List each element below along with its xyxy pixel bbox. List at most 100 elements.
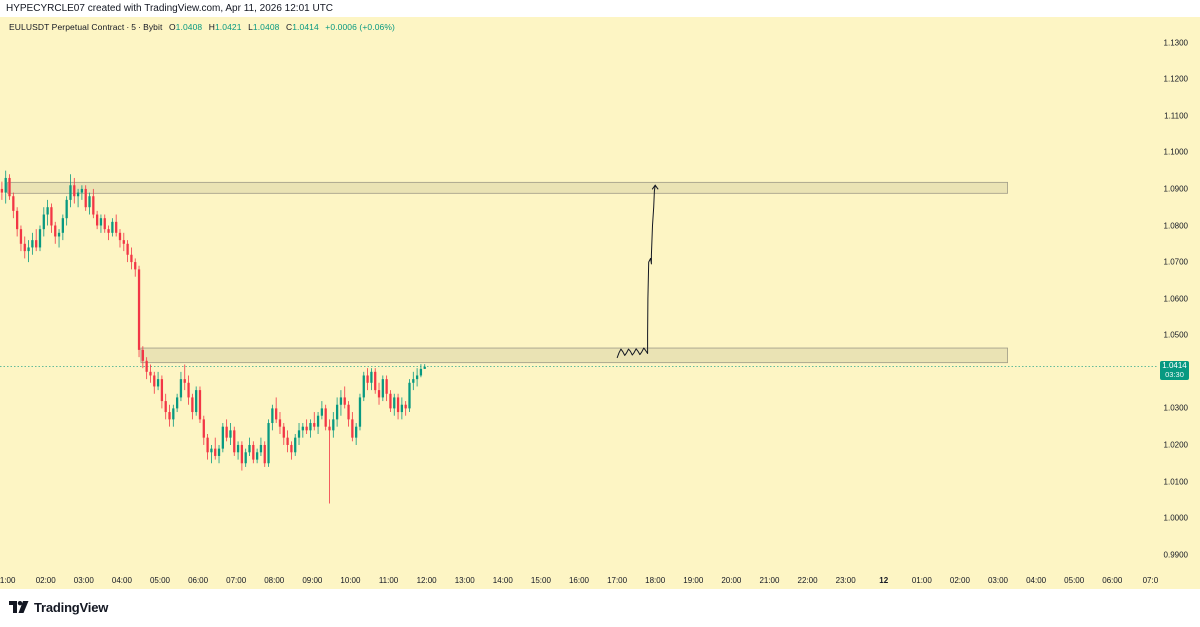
- candle-body: [12, 196, 15, 211]
- chart-attribution: HYPECYRCLE07 created with TradingView.co…: [6, 3, 334, 14]
- candle-body: [175, 397, 179, 409]
- legend-close-value: 1.0414: [292, 22, 319, 32]
- candle-body: [217, 448, 221, 456]
- candle-body: [99, 218, 103, 226]
- candle-body: [73, 185, 76, 197]
- price-tick: 1.1200: [1163, 74, 1188, 84]
- upper-zone[interactable]: [7, 181, 1008, 194]
- time-tick: 03:00: [73, 576, 94, 585]
- legend-exchange: Bybit: [143, 22, 163, 32]
- candle-body: [50, 207, 53, 226]
- candle-body: [339, 397, 343, 405]
- candle-body: [126, 243, 129, 255]
- candle-body: [107, 229, 110, 233]
- candle-body: [164, 401, 167, 413]
- candle-body: [42, 214, 45, 230]
- candle-body: [80, 188, 84, 193]
- time-tick: 05:00: [149, 576, 170, 585]
- candle-body: [31, 240, 34, 248]
- candle-body: [381, 379, 384, 398]
- time-tick: 17:00: [607, 576, 628, 585]
- legend-high-label: H: [208, 22, 215, 32]
- candle-body: [130, 254, 133, 263]
- legend-high-value: 1.0421: [214, 22, 242, 32]
- candle-body: [412, 379, 415, 383]
- time-tick: 1:00: [0, 576, 16, 585]
- candle-body: [259, 444, 263, 453]
- candle-body: [248, 444, 251, 453]
- candle-body: [255, 452, 259, 460]
- candle-body: [115, 221, 118, 233]
- time-tick: 14:00: [492, 576, 513, 585]
- candle-body: [240, 444, 244, 464]
- candle-body: [286, 437, 289, 445]
- time-tick: 09:00: [302, 576, 323, 585]
- price-tick: 1.0200: [1163, 440, 1188, 450]
- time-tick: 12: [879, 576, 889, 585]
- candle-body: [183, 379, 186, 383]
- candle-body: [396, 397, 400, 413]
- candle-body: [210, 448, 213, 453]
- candle-body: [69, 185, 72, 200]
- candle-body: [313, 423, 316, 427]
- candle-body: [95, 214, 99, 226]
- lower-zone[interactable]: [140, 347, 1008, 364]
- time-axis[interactable]: 1:00 02:00 03:00 04:00 05:00 06:00 07:00 08:00 0…: [0, 573, 1158, 589]
- time-tick: 21:00: [759, 576, 780, 585]
- candle-body: [153, 375, 156, 387]
- time-tick: 12:00: [416, 576, 437, 585]
- candlestick-chart[interactable]: [0, 17, 1158, 573]
- candle-body: [160, 379, 164, 402]
- candle-body: [400, 404, 404, 413]
- candle-body: [214, 448, 217, 456]
- candle-body: [366, 375, 369, 383]
- candle-body: [57, 232, 61, 237]
- time-tick: 19:00: [683, 576, 704, 585]
- candle-body: [111, 221, 114, 233]
- candle-body: [134, 262, 137, 270]
- candle-body: [419, 368, 423, 376]
- candle-body: [84, 188, 87, 208]
- candle-body: [423, 366, 426, 369]
- price-tick: 1.0600: [1163, 294, 1188, 304]
- time-tick: 22:00: [797, 576, 818, 585]
- candle-body: [92, 196, 95, 215]
- time-tick: 11:00: [378, 576, 399, 585]
- candle-body: [385, 379, 388, 394]
- time-tick: 23:00: [835, 576, 856, 585]
- candle-body: [297, 430, 301, 438]
- candle-body: [404, 404, 407, 409]
- candle-body: [38, 229, 42, 248]
- price-tick: 1.0300: [1163, 403, 1188, 413]
- candle-body: [393, 397, 396, 409]
- candle-body: [191, 397, 194, 413]
- time-tick: 04:00: [111, 576, 132, 585]
- candle-body: [118, 232, 122, 241]
- tradingview-logo-icon: [9, 601, 29, 613]
- price-tick: 1.0000: [1163, 513, 1188, 523]
- price-axis[interactable]: 1.1300 1.1200 1.1100 1.1000 1.0900 1.0800 1.07…: [1158, 17, 1200, 573]
- candle-body: [408, 382, 411, 409]
- candle-body: [221, 426, 224, 449]
- legend-open-value: 1.0408: [175, 22, 203, 32]
- candle-body: [206, 437, 209, 453]
- candle-body: [355, 426, 358, 438]
- projection-path: [616, 185, 656, 359]
- candle-body: [377, 390, 381, 398]
- candle-body: [328, 426, 331, 431]
- candle-body: [244, 452, 247, 464]
- chart-frame[interactable]: EULUSDT Perpetual Contract · 5 · Bybit O1.04…: [0, 17, 1200, 589]
- time-tick: 04:00: [1026, 576, 1047, 585]
- time-tick: 06:00: [188, 576, 209, 585]
- candle-body: [225, 426, 228, 438]
- chart-pane[interactable]: [0, 17, 1158, 573]
- candle-body: [358, 397, 362, 427]
- legend-symbol[interactable]: EULUSDT Perpetual Contract: [9, 22, 125, 32]
- candle-body: [187, 382, 190, 398]
- tradingview-logo[interactable]: TradingView: [9, 599, 108, 615]
- candle-body: [141, 349, 144, 361]
- time-tick: 02:00: [949, 576, 970, 585]
- candle-body: [301, 426, 304, 431]
- candle-body: [88, 196, 91, 208]
- time-tick: 20:00: [721, 576, 742, 585]
